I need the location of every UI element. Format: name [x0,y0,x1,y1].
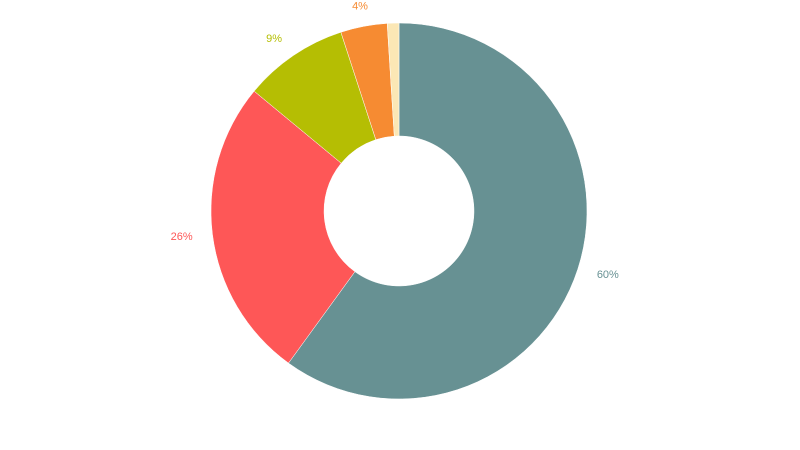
slice-label: 9% [266,33,282,45]
slice-label: 26% [171,231,193,243]
slice-label: 4% [352,1,368,13]
donut-slice [288,22,588,400]
slice-label: 60% [597,269,619,281]
donut-slice [210,90,356,364]
donut-slice [386,22,400,137]
